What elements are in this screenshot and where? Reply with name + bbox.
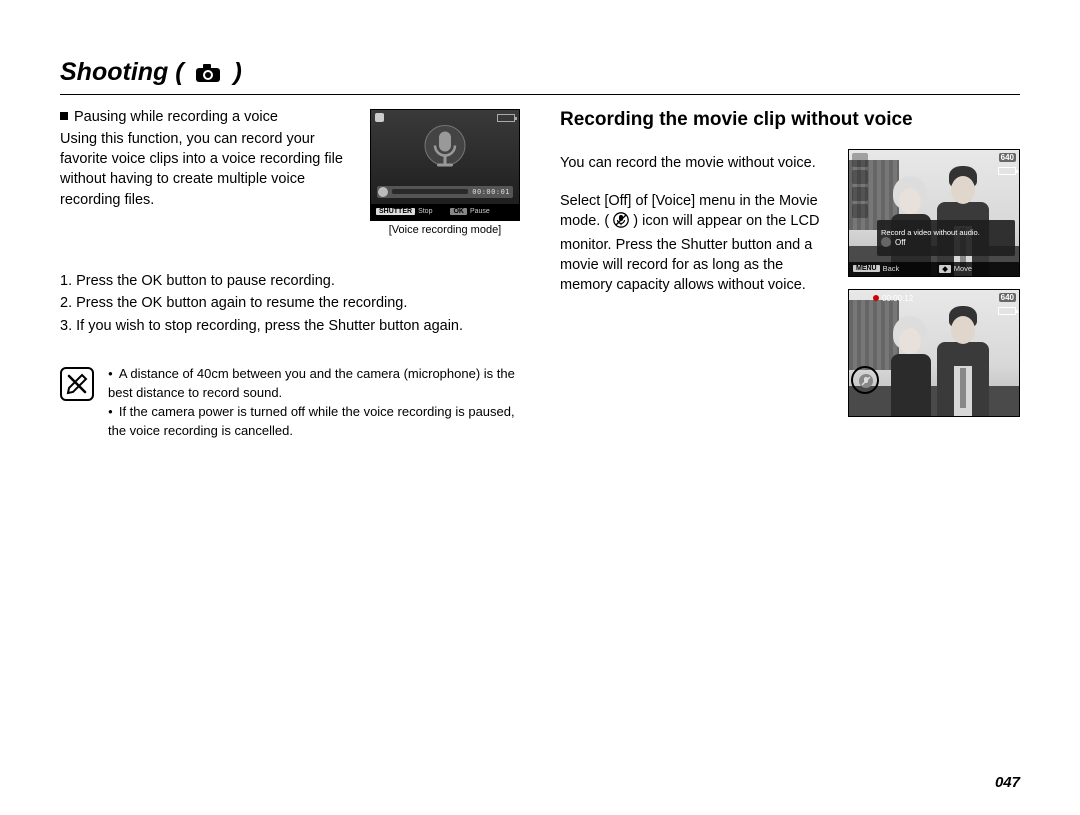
rec-time: 00:00:12 xyxy=(882,294,913,303)
progress-bar: 00:00:01 xyxy=(377,186,513,198)
progress-track xyxy=(392,189,468,194)
battery-icon xyxy=(998,167,1016,175)
microphone-icon xyxy=(423,123,467,180)
right-paragraph: Select [Off] of [Voice] menu in the Movi… xyxy=(560,191,855,295)
movie-menu-lcd: 640 Record a video without audio. Off ME… xyxy=(848,149,1020,277)
subsection-heading-text: Pausing while recording a voice xyxy=(74,109,278,125)
resolution-badge: 640 xyxy=(999,293,1016,302)
mic-off-icon xyxy=(881,237,891,247)
right-intro: You can record the movie without voice. xyxy=(560,153,855,173)
menu-off-label: Off xyxy=(895,238,906,247)
setting-icon xyxy=(852,187,868,201)
section-title: Recording the movie clip without voice xyxy=(560,109,1020,131)
page-header: Shooting ( ) xyxy=(60,58,1020,95)
content-columns: 00:00:01 SHUTTER Stop OK Pause [Voice re… xyxy=(60,109,1020,441)
move-label: Move xyxy=(954,264,972,273)
stop-label: Stop xyxy=(418,208,432,215)
title-prefix: Shooting ( xyxy=(60,58,184,86)
mic-off-icon xyxy=(859,374,873,388)
note-icon xyxy=(60,367,94,401)
right-text: You can record the movie without voice. … xyxy=(560,153,855,296)
mic-off-inline-icon xyxy=(613,212,629,234)
ok-tag: OK xyxy=(450,208,467,215)
note-list: A distance of 40cm between you and the c… xyxy=(108,365,520,440)
mode-icon xyxy=(375,113,384,122)
osd-left-icons xyxy=(852,153,872,273)
lcd-caption: [Voice recording mode] xyxy=(370,224,520,236)
record-dot-icon xyxy=(378,187,388,197)
movie-recording-lcd: 00:00:12 640 xyxy=(848,289,1020,417)
square-bullet-icon xyxy=(60,112,68,120)
man-figure xyxy=(937,306,993,416)
back-label: Back xyxy=(883,264,900,273)
osd-right-icons: 640 xyxy=(990,153,1016,175)
resolution-badge: 640 xyxy=(999,153,1016,162)
right-column: Recording the movie clip without voice xyxy=(560,109,1020,441)
left-column: 00:00:01 SHUTTER Stop OK Pause [Voice re… xyxy=(60,109,520,441)
menu-overlay: Record a video without audio. Off xyxy=(877,220,1015,256)
shutter-tag: SHUTTER xyxy=(376,208,415,215)
lcd-bottombar: MENU Back ◆ Move xyxy=(849,262,1019,276)
voice-lcd-figure: 00:00:01 SHUTTER Stop OK Pause [Voice re… xyxy=(370,109,520,236)
page-number: 047 xyxy=(995,774,1020,791)
woman-figure xyxy=(889,316,935,416)
people-illustration xyxy=(889,161,1009,276)
menu-tag: MENU xyxy=(853,265,880,272)
step-item: 2. Press the OK button again to resume t… xyxy=(60,292,520,314)
page-title: Shooting ( ) xyxy=(60,58,242,88)
right-figures: 640 Record a video without audio. Off ME… xyxy=(848,149,1020,417)
rec-indicator: 00:00:12 xyxy=(873,294,913,303)
mode-icon xyxy=(852,153,868,167)
battery-icon xyxy=(497,114,515,122)
step-item: 3. If you wish to stop recording, press … xyxy=(60,315,520,337)
osd-right-icons: 640 xyxy=(990,293,1016,315)
people-illustration xyxy=(889,301,1009,416)
setting-icon xyxy=(852,204,868,218)
move-tag: ◆ xyxy=(939,265,950,273)
setting-icon xyxy=(852,170,868,184)
highlight-circle xyxy=(851,366,879,394)
title-suffix: ) xyxy=(233,58,241,86)
menu-description: Record a video without audio. xyxy=(881,228,1011,237)
lcd-bottombar: SHUTTER Stop OK Pause xyxy=(371,204,519,220)
voice-lcd-screen: 00:00:01 SHUTTER Stop OK Pause xyxy=(370,109,520,221)
note-item: If the camera power is turned off while … xyxy=(108,403,520,441)
note-box: A distance of 40cm between you and the c… xyxy=(60,365,520,440)
battery-icon xyxy=(998,307,1016,315)
camera-icon xyxy=(195,61,221,90)
manual-page: Shooting ( ) xyxy=(0,0,1080,815)
lcd-topbar xyxy=(375,113,515,123)
rec-dot-icon xyxy=(873,295,879,301)
pause-label: Pause xyxy=(470,208,490,215)
menu-row: Off xyxy=(881,237,1011,247)
note-item: A distance of 40cm between you and the c… xyxy=(108,365,520,403)
elapsed-time: 00:00:01 xyxy=(472,188,510,196)
steps-list: 1. Press the OK button to pause recordin… xyxy=(60,270,520,337)
step-item: 1. Press the OK button to pause recordin… xyxy=(60,270,520,292)
